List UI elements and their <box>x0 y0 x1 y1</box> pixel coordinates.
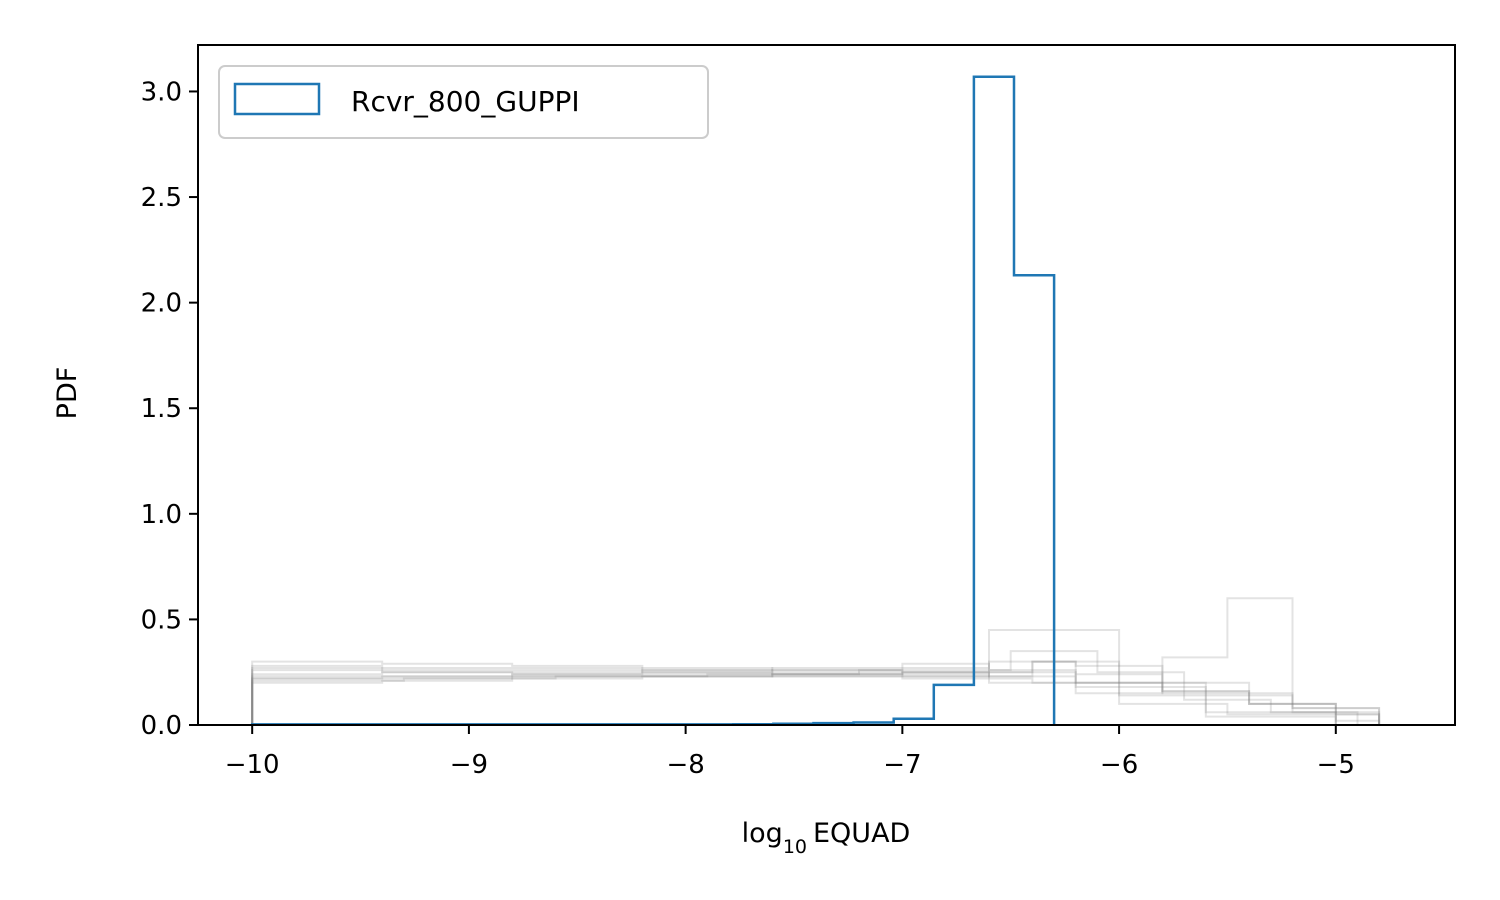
background-series-step <box>251 660 1381 725</box>
x-axis-label: log10 EQUAD <box>742 818 911 858</box>
y-tick-label: 0.5 <box>141 605 182 635</box>
y-tick-label: 1.5 <box>141 394 182 424</box>
y-tick-label: 1.0 <box>141 500 182 530</box>
y-tick-label: 3.0 <box>141 77 182 107</box>
x-tick-label: −10 <box>225 750 280 780</box>
y-tick-label: 0.0 <box>141 711 182 741</box>
background-series-step <box>251 597 1381 725</box>
legend-entry-label: Rcvr_800_GUPPI <box>351 85 580 118</box>
background-series-step <box>251 662 1381 725</box>
background-series-step <box>251 660 1337 725</box>
x-tick-label: −9 <box>450 750 488 780</box>
x-tick-label: −8 <box>666 750 704 780</box>
background-series-step <box>251 629 1337 725</box>
background-series-step <box>251 664 1381 725</box>
background-series-step <box>251 669 1381 725</box>
plot-frame <box>197 44 1456 726</box>
legend-swatch <box>233 82 321 116</box>
y-axis-label: PDF <box>52 367 83 420</box>
background-series-step <box>251 650 1359 725</box>
background-series-step <box>251 660 1337 725</box>
background-series-step <box>251 660 1381 725</box>
x-tick-label: −6 <box>1100 750 1138 780</box>
x-axis-ticks: −10 −9 −8 −7 −6 −5 <box>225 725 1355 780</box>
x-tick-label: −7 <box>883 750 921 780</box>
y-axis-ticks: 0.0 0.5 1.0 1.5 2.0 2.5 3.0 <box>141 77 198 741</box>
legend-box <box>218 65 709 139</box>
y-tick-label: 2.0 <box>141 289 182 319</box>
background-series-group <box>251 597 1381 725</box>
legend: Rcvr_800_GUPPI <box>218 65 709 139</box>
y-tick-label: 2.5 <box>141 183 182 213</box>
x-tick-label: −5 <box>1317 750 1355 780</box>
